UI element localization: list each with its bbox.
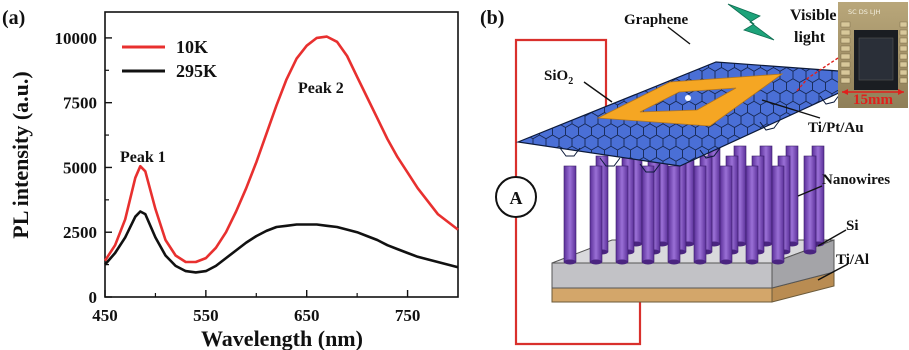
nanowire-base (590, 259, 602, 265)
electrode-frame (596, 73, 784, 127)
label-sio2-sub: 2 (568, 76, 573, 87)
nanowire (771, 165, 785, 263)
y-tick-label: 2500 (63, 223, 97, 242)
electrode-hole (685, 95, 691, 101)
ammeter: A (495, 176, 537, 218)
chip-pad-left (840, 53, 851, 60)
nanowire-base (694, 259, 706, 265)
chip-pad-right (899, 53, 908, 60)
graphene-edge (559, 93, 841, 173)
panel-b-label: (b) (480, 7, 504, 29)
leader-tial (817, 263, 849, 281)
legend-label-10k: 10K (176, 37, 208, 57)
label-graphene: Graphene (624, 12, 689, 28)
series-line-10k (103, 35, 459, 264)
leader-sio2 (583, 81, 613, 103)
nanowire-base (564, 259, 576, 265)
x-tick-label: 650 (294, 306, 320, 325)
leader-electrode (761, 99, 821, 119)
annotation-peak-2: Peak 2 (298, 80, 344, 97)
ammeter-label: A (510, 188, 523, 208)
y-tick-label: 7500 (63, 94, 97, 113)
chip-pad-right (899, 69, 908, 76)
nanowire (745, 165, 759, 263)
chip-pad-right (899, 37, 908, 44)
label-sio2: SiO2 (544, 68, 573, 87)
nanowire-array (563, 145, 825, 265)
nanowire-base (746, 259, 758, 265)
chip-pad-left (840, 45, 851, 52)
chip-pad-left (840, 69, 851, 76)
series-line-295k (104, 210, 459, 274)
nanowire (693, 165, 707, 263)
chip-pad-right (899, 77, 908, 84)
chip-pad-left (840, 21, 851, 28)
plot-frame (104, 11, 459, 298)
label-electrode: Ti/Pt/Au (808, 120, 864, 136)
nanowire (589, 165, 603, 263)
leader-nanowires (797, 185, 823, 197)
chip-photo: SC DS LJH 15mm (795, 2, 908, 108)
si-layer-front (551, 262, 773, 289)
chip-pad-right (899, 29, 908, 36)
panel-a-label: (a) (2, 7, 25, 29)
chip-photo-pads (858, 37, 894, 81)
x-tick-label: 550 (193, 306, 219, 325)
y-tick-label: 5000 (63, 158, 97, 177)
y-tick-label: 10000 (55, 29, 98, 48)
x-axis-label: Wavelength (nm) (201, 326, 363, 350)
label-sio2-main: SiO (544, 68, 568, 84)
ammeter-circle (495, 176, 537, 218)
chip-pad-left (840, 37, 851, 44)
leader-graphene (667, 26, 691, 45)
label-nanowires: Nanowires (822, 172, 890, 188)
x-tick-label: 750 (395, 306, 421, 325)
nanowire (641, 165, 655, 263)
annotation-peak-1: Peak 1 (120, 149, 166, 166)
chip-pad-right (899, 45, 908, 52)
leader-si (817, 229, 847, 247)
nanowire (563, 165, 577, 263)
plot-lines (103, 35, 459, 274)
nanowire (803, 155, 817, 253)
tial-layer-front (551, 287, 773, 303)
chip-pad-left (840, 29, 851, 36)
chip-photo-header: SC DS LJH (848, 8, 880, 16)
nanowire (719, 165, 733, 263)
chip-pad-right (899, 21, 908, 28)
scale-arrow-left (842, 89, 848, 95)
y-axis-label: PL intensity (a.u.) (8, 71, 33, 238)
x-tick-label: 450 (92, 306, 118, 325)
legend-label-295k: 295K (176, 61, 217, 81)
chip-pad-left (840, 61, 851, 68)
label-visible: Visible (790, 7, 837, 24)
photo-zoom-line (795, 57, 839, 93)
label-si: Si (846, 218, 859, 234)
chip-photo-pin-labels (840, 21, 908, 84)
y-tick-label: 0 (89, 288, 98, 307)
chip-pad-right (899, 61, 908, 68)
nanowire-base (772, 259, 784, 265)
label-light: light (794, 29, 826, 46)
nanowire-base (616, 259, 628, 265)
legend: 10K 295K (122, 37, 217, 81)
nanowire-base (642, 259, 654, 265)
nanowire-base (804, 249, 816, 255)
nanowire-base (720, 259, 732, 265)
lightning-icon (727, 3, 775, 41)
scale-label: 15mm (853, 92, 893, 108)
nanowire (615, 165, 629, 263)
nanowire (667, 165, 681, 263)
panel-b: (b) A (480, 2, 908, 346)
chip-pad-left (840, 77, 851, 84)
scale-arrow-right (898, 89, 904, 95)
label-tial: Ti/Al (836, 252, 869, 268)
nanowire-base (668, 259, 680, 265)
